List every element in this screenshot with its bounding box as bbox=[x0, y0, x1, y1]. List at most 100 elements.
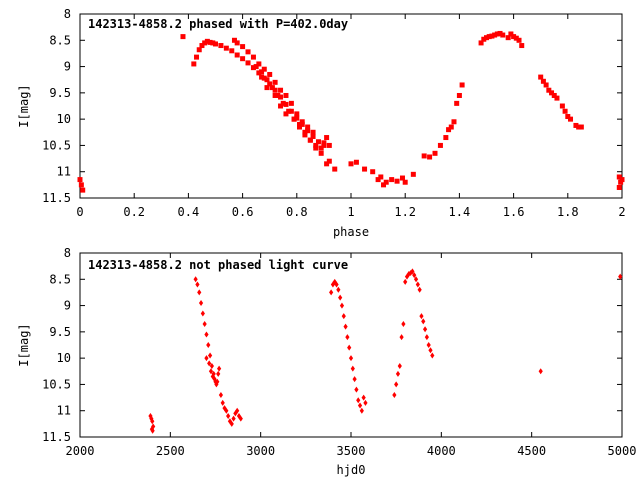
y-tick-label: 11.5 bbox=[42, 430, 71, 444]
data-point bbox=[341, 313, 346, 320]
data-point bbox=[389, 177, 395, 183]
data-point bbox=[226, 412, 231, 419]
data-point bbox=[196, 47, 202, 53]
data-point bbox=[326, 158, 332, 164]
data-point bbox=[332, 166, 338, 172]
data-point bbox=[261, 66, 267, 72]
data-point bbox=[218, 43, 224, 49]
x-tick-label: 2000 bbox=[66, 444, 95, 458]
data-point bbox=[392, 391, 397, 398]
data-point bbox=[616, 184, 622, 190]
data-point bbox=[286, 108, 292, 114]
data-point bbox=[370, 169, 376, 175]
data-point bbox=[193, 276, 198, 283]
data-point bbox=[345, 334, 350, 341]
data-point bbox=[267, 81, 273, 87]
data-point bbox=[267, 71, 273, 77]
data-point bbox=[224, 407, 229, 414]
data-point bbox=[446, 127, 452, 133]
data-point bbox=[427, 154, 433, 160]
data-point bbox=[399, 334, 404, 341]
data-point bbox=[259, 69, 265, 75]
y-tick-label: 9.5 bbox=[49, 86, 71, 100]
x-tick-label: 2500 bbox=[156, 444, 185, 458]
data-point bbox=[406, 271, 411, 278]
data-point bbox=[234, 52, 240, 58]
data-point bbox=[394, 178, 400, 184]
data-point bbox=[253, 64, 259, 70]
data-point bbox=[278, 94, 284, 100]
data-point bbox=[513, 35, 519, 41]
data-point bbox=[269, 85, 275, 91]
data-point bbox=[305, 124, 311, 130]
data-point bbox=[291, 116, 297, 122]
data-point bbox=[554, 95, 560, 101]
data-point bbox=[294, 111, 300, 117]
data-point bbox=[451, 119, 457, 125]
data-point bbox=[543, 82, 549, 88]
data-point bbox=[250, 54, 256, 60]
data-point bbox=[240, 56, 246, 62]
data-point bbox=[180, 34, 186, 40]
data-point bbox=[519, 43, 525, 49]
data-point bbox=[489, 33, 495, 39]
data-point bbox=[428, 347, 433, 354]
data-point bbox=[415, 281, 420, 288]
data-point bbox=[302, 132, 308, 138]
y-tick-label: 9 bbox=[64, 299, 71, 313]
data-point bbox=[297, 124, 303, 130]
data-point bbox=[397, 363, 402, 370]
data-point bbox=[410, 171, 416, 177]
data-point bbox=[204, 38, 210, 44]
data-point bbox=[381, 182, 387, 188]
data-point bbox=[256, 61, 262, 67]
data-point bbox=[278, 103, 284, 109]
data-point bbox=[456, 92, 462, 98]
data-point bbox=[618, 273, 623, 280]
data-point bbox=[549, 90, 555, 96]
data-point bbox=[283, 111, 289, 117]
data-point bbox=[432, 150, 438, 156]
data-point bbox=[359, 407, 364, 414]
data-point bbox=[214, 381, 219, 388]
x-tick-label: 5000 bbox=[608, 444, 637, 458]
data-point bbox=[492, 32, 498, 38]
data-point bbox=[223, 45, 229, 51]
data-point bbox=[197, 289, 202, 296]
data-point bbox=[264, 85, 270, 91]
data-point bbox=[576, 124, 582, 130]
unphased-plot-panel: 142313-4858.2 not phased light curve hjd… bbox=[17, 246, 636, 477]
data-point bbox=[394, 381, 399, 388]
data-point bbox=[275, 92, 281, 98]
data-point bbox=[478, 40, 484, 46]
data-point bbox=[538, 74, 544, 80]
phased-plot-title: 142313-4858.2 phased with P=402.0day bbox=[88, 17, 348, 31]
data-point bbox=[318, 145, 324, 151]
data-point bbox=[419, 313, 424, 320]
data-point bbox=[321, 140, 327, 146]
data-point bbox=[212, 376, 217, 383]
data-point bbox=[343, 323, 348, 330]
data-point bbox=[497, 30, 503, 36]
data-point bbox=[484, 35, 489, 41]
data-point bbox=[413, 276, 419, 283]
data-point bbox=[209, 363, 214, 370]
data-point bbox=[150, 427, 155, 434]
data-point bbox=[231, 37, 237, 43]
data-point bbox=[195, 281, 200, 288]
data-point bbox=[348, 161, 354, 167]
data-point bbox=[395, 370, 401, 377]
x-tick-label: 0.2 bbox=[123, 205, 145, 219]
data-point bbox=[546, 87, 552, 93]
data-point bbox=[378, 174, 384, 180]
data-point bbox=[202, 320, 207, 327]
data-point bbox=[363, 399, 368, 406]
data-point bbox=[256, 70, 262, 76]
data-point bbox=[150, 418, 155, 425]
y-tick-label: 10.5 bbox=[42, 377, 71, 391]
y-tick-label: 11.5 bbox=[42, 191, 71, 205]
data-point bbox=[208, 368, 214, 375]
phased-plot-panel: 142313-4858.2 phased with P=402.0day pha… bbox=[17, 7, 626, 239]
data-point bbox=[494, 31, 500, 37]
y-tick-label: 8 bbox=[64, 7, 71, 21]
